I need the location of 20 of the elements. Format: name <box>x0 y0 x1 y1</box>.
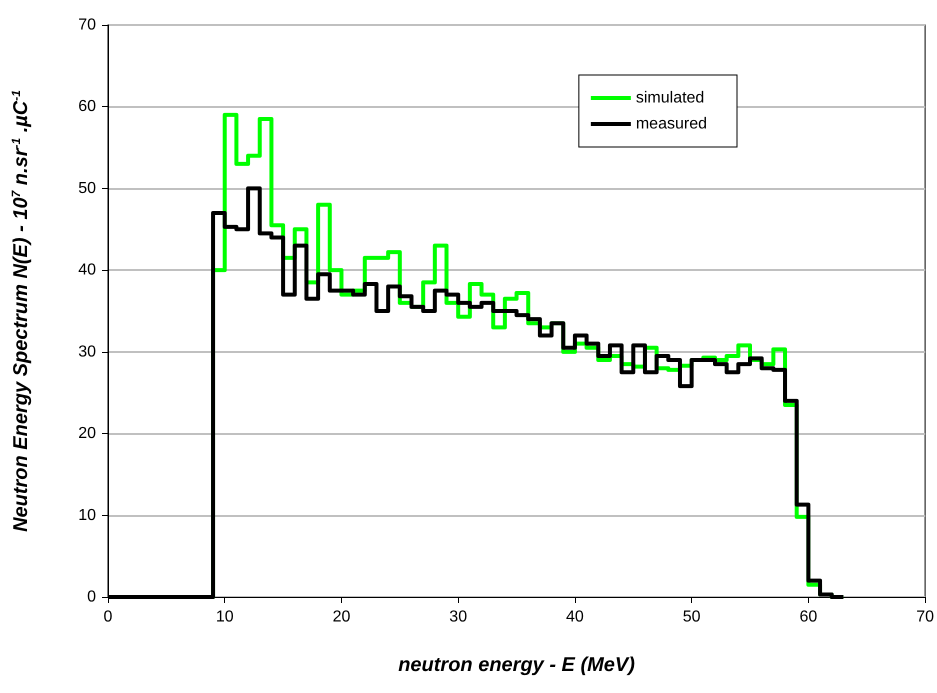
x-tick-label: 20 <box>332 608 350 626</box>
legend-label: simulated <box>636 90 704 106</box>
y-tick-label: 20 <box>78 425 96 442</box>
y-tick-label: 0 <box>87 588 96 606</box>
y-tick-label: 50 <box>78 180 96 197</box>
x-tick-label: 10 <box>216 608 234 626</box>
y-tick-label: 70 <box>78 16 96 34</box>
y-tick-label: 40 <box>78 262 96 279</box>
x-tick-label: 60 <box>799 608 818 626</box>
y-tick-label: 30 <box>78 343 96 360</box>
x-axis-title: neutron energy - E (MeV) <box>398 654 636 676</box>
y-tick-label: 10 <box>78 506 96 524</box>
y-axis-title: Neutron Energy Spectrum N(E) - 107 n.sr-1 .µC-1 <box>9 90 32 532</box>
x-tick-label: 40 <box>566 608 584 626</box>
x-tick-label: 70 <box>916 608 934 626</box>
x-tick-label: 0 <box>104 608 113 626</box>
legend-label: measured <box>636 116 708 132</box>
x-tick-label: 30 <box>449 608 468 626</box>
x-tick-label: 50 <box>682 608 701 626</box>
y-tick-label: 60 <box>78 98 96 116</box>
